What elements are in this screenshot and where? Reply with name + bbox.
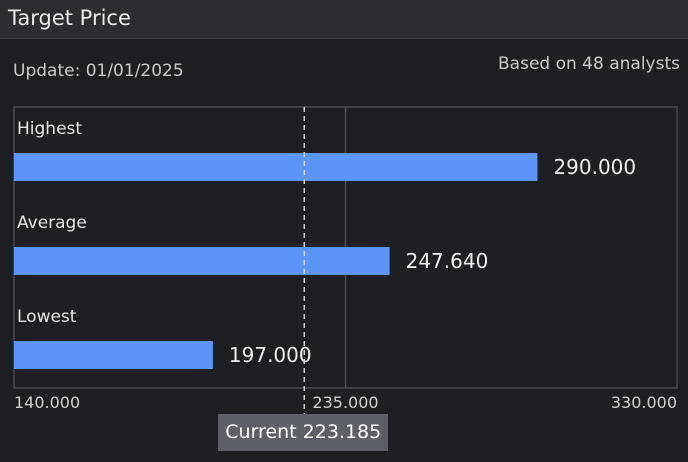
bar bbox=[14, 153, 538, 181]
x-tick-label: 330.000 bbox=[611, 393, 677, 412]
category-label: Lowest bbox=[17, 307, 77, 327]
bar-value-label: 290.000 bbox=[553, 155, 636, 179]
category-label: Highest bbox=[17, 119, 82, 139]
bar-value-label: 197.000 bbox=[229, 343, 312, 367]
bar bbox=[14, 247, 390, 275]
analyst-count: Based on 48 analysts bbox=[498, 54, 680, 74]
category-label: Average bbox=[17, 213, 87, 233]
header-bar: Target Price bbox=[0, 0, 688, 39]
x-tick-label: 140.000 bbox=[14, 393, 80, 412]
page-title: Target Price bbox=[8, 6, 131, 30]
bar bbox=[14, 341, 213, 369]
x-tick-label: 235.000 bbox=[312, 393, 378, 412]
current-price-tag: Current 223.185 bbox=[218, 414, 389, 451]
update-date: Update: 01/01/2025 bbox=[13, 61, 184, 81]
bar-value-label: 247.640 bbox=[406, 249, 489, 273]
